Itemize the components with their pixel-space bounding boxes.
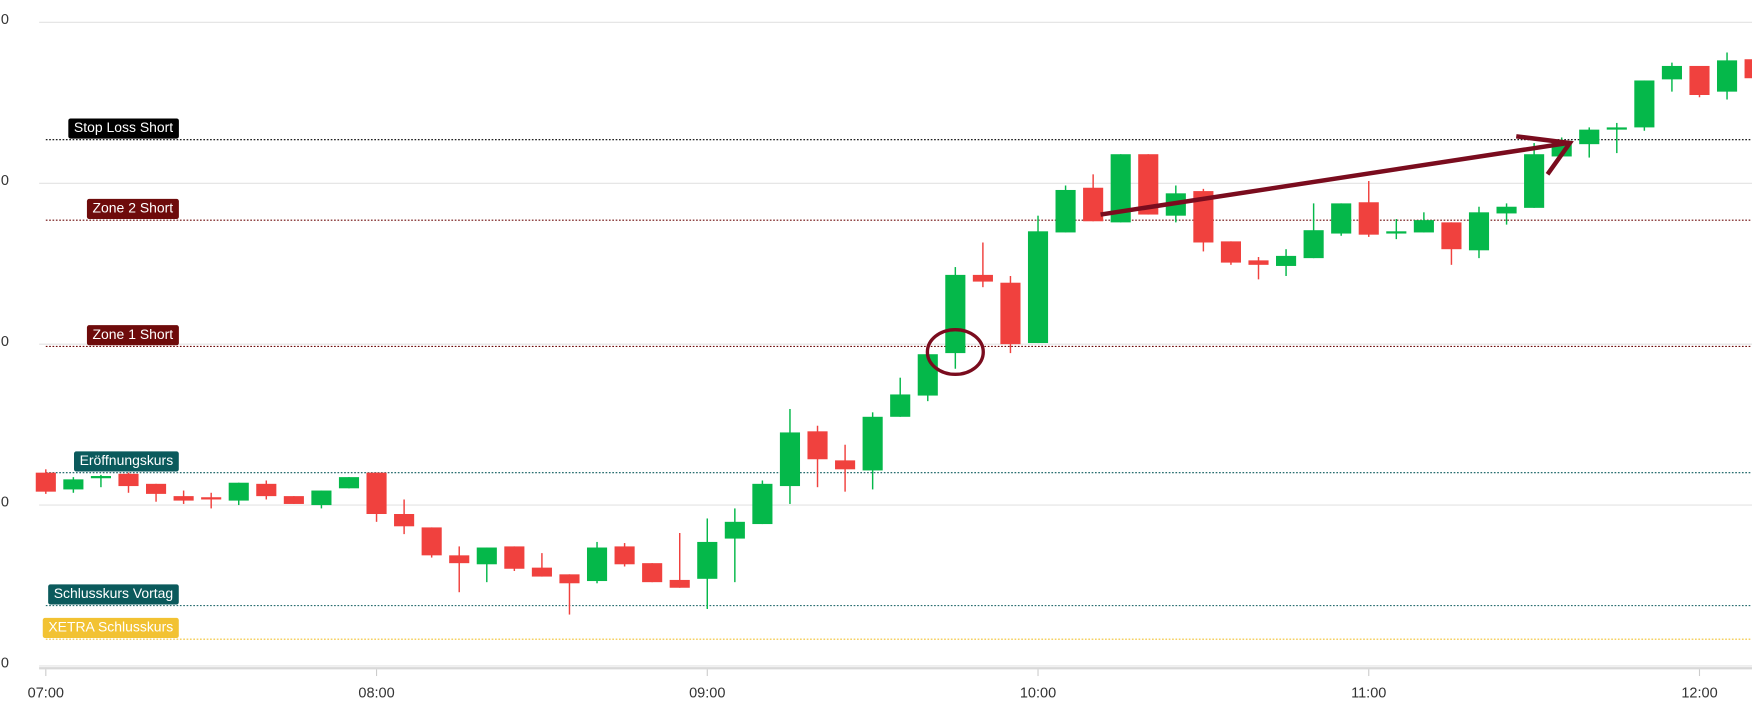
level-label: Zone 1 Short [93,326,174,342]
candle-body [1524,154,1545,208]
candle-body [201,497,222,500]
level-label: Zone 2 Short [93,200,174,216]
axes: 0 0 0 0 0 07:00 08:00 09:00 10:00 11:00 12:00 [1,12,1752,702]
candle-body [669,579,690,588]
candle-body [394,514,415,527]
x-tick-label: 08:00 [358,686,394,702]
arrow-shaft [1100,140,1568,217]
candle-body [1027,231,1049,344]
candle-body [1386,231,1407,234]
candle-body [531,567,552,577]
level-label-bg [68,118,179,139]
candle-body [1248,260,1269,265]
candle-body [90,476,111,479]
candle-body [1468,212,1490,251]
candle-body [642,563,663,583]
candle-body [697,541,718,579]
candle-body [173,496,194,501]
x-tick-label: 07:00 [28,686,64,702]
candle-body [807,431,828,460]
candle-body [311,490,332,506]
candle-body [338,477,360,489]
highlight-circle [925,327,985,377]
candle-body [835,460,856,470]
level-label-bg [48,584,179,605]
candle-body [35,472,56,492]
candle-body [586,547,608,582]
candle-body [1413,220,1434,233]
y-tick-label: 0 [1,12,9,28]
y-tick-label: 0 [1,656,9,672]
x-tick-label: 10:00 [1020,686,1056,702]
candle-body [1579,129,1600,145]
candle-body [1276,255,1297,266]
candle-body [63,479,84,490]
candles [35,52,1752,615]
level-label-bg [86,198,179,220]
candle-body [1110,154,1131,223]
level-label: Schlusskurs Vortag [54,585,173,601]
candle-body [1496,206,1517,214]
level-label: Stop Loss Short [74,119,173,135]
candle-body [476,547,497,565]
candle-body [752,483,773,525]
candle-body [1606,127,1627,130]
level-label: XETRA Schlusskurs [48,619,173,635]
candle-body [1000,282,1021,345]
candle-body [1138,154,1159,215]
arrow-head [1515,134,1574,176]
level-label-bg [42,617,179,639]
level-label-bg [74,451,179,472]
candle-body [724,521,745,539]
y-tick-label: 0 [1,495,9,511]
candle-body [449,555,470,564]
x-tick-label: 12:00 [1681,686,1717,702]
candle-body [1358,202,1379,235]
candle-body [890,394,911,417]
candle-body [945,274,966,354]
levels: Stop Loss Short Zone 2 Short Zone 1 Short E… [42,118,1752,640]
candle-body [118,473,139,487]
candle-body [1220,241,1241,263]
candle-body [614,546,635,565]
candle-body [366,472,387,515]
candle-body [1634,80,1655,128]
candle-body [779,432,801,487]
candle-body [1193,191,1214,243]
candle-body [283,496,304,504]
candle-body [1716,60,1738,92]
candle-body [1689,65,1710,95]
candle-body [1055,189,1076,233]
level-label-bg [86,325,179,346]
candle-body [504,546,525,569]
candle-body [1303,230,1324,259]
candle-body [256,483,277,497]
candle-body [1331,203,1352,234]
candle-body [972,274,993,282]
candle-body [421,527,442,556]
candle-body [146,483,167,494]
grid [39,21,1752,667]
candle-body [1744,59,1752,79]
y-tick-label: 0 [1,173,9,189]
candle-body [1083,187,1104,222]
candle-body [228,482,249,501]
x-tick-label: 09:00 [689,686,725,702]
x-tick-label: 11:00 [1351,686,1386,702]
candle-body [559,574,580,584]
candle-body [1441,222,1462,250]
level-label: Eröffnungskurs [80,452,174,468]
y-tick-label: 0 [1,334,9,350]
candle-body [862,416,883,471]
candle-body [1661,65,1682,80]
